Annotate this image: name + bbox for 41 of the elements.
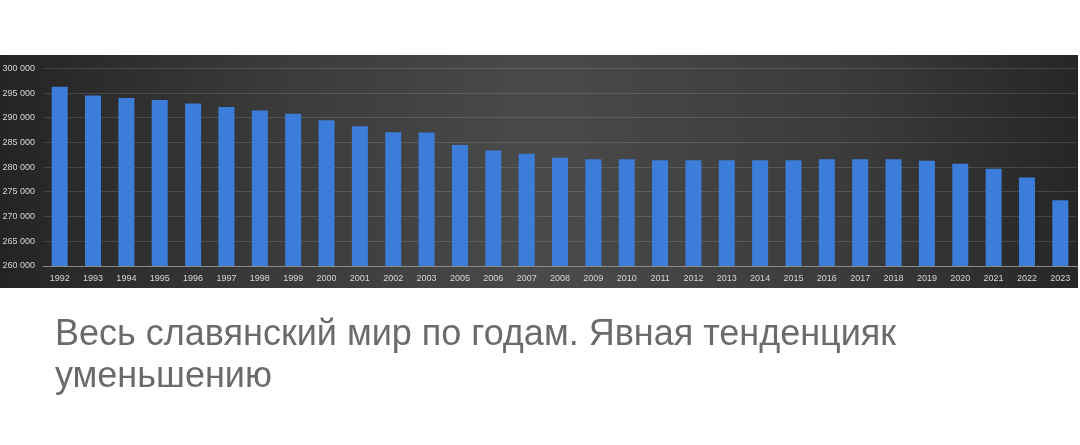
x-tick-label: 2020 <box>950 272 971 283</box>
x-tick-label: 2012 <box>683 272 704 283</box>
y-tick-label: 275 000 <box>2 186 35 197</box>
x-tick-label: 2009 <box>583 272 604 283</box>
x-tick-label: 2016 <box>816 272 837 283</box>
x-tick-label: 1992 <box>49 272 70 283</box>
y-tick-label: 285 000 <box>2 136 35 147</box>
x-tick-label: 2017 <box>850 272 871 283</box>
x-tick-label: 2019 <box>916 272 937 283</box>
x-tick-label: 2013 <box>716 272 737 283</box>
y-tick-label: 265 000 <box>2 235 35 246</box>
x-tick-label: 1995 <box>149 272 170 283</box>
y-tick-label: 280 000 <box>2 161 35 172</box>
y-tick-label: 300 000 <box>2 62 35 73</box>
x-tick-label: 2006 <box>483 272 504 283</box>
x-tick-label: 2005 <box>449 272 470 283</box>
x-tick-label: 2008 <box>549 272 571 283</box>
x-tick-label: 2003 <box>416 272 437 283</box>
x-tick-label: 2023 <box>1050 272 1071 283</box>
y-tick-label: 290 000 <box>2 112 35 123</box>
x-tick-label: 1993 <box>83 272 104 283</box>
x-tick-label: 2001 <box>349 272 370 283</box>
x-tick-label: 1996 <box>183 272 204 283</box>
x-tick-label: 2011 <box>650 272 670 283</box>
y-tick-label: 295 000 <box>2 87 35 98</box>
x-tick-label: 1994 <box>116 272 137 283</box>
x-tick-label: 2014 <box>750 272 771 283</box>
y-tick-label: 260 000 <box>2 260 35 271</box>
x-tick-label: 2000 <box>316 272 337 283</box>
y-tick-label: 270 000 <box>2 211 35 222</box>
x-tick-label: 2015 <box>783 272 804 283</box>
x-tick-label: 2018 <box>883 272 904 283</box>
x-tick-label: 2021 <box>983 272 1004 283</box>
x-tick-label: 1999 <box>283 272 304 283</box>
text: Весь славянский мир по годам. Явная тенденцияк уменьшению <box>55 312 898 396</box>
x-tick-label: 2007 <box>516 272 537 283</box>
x-tick-label: 2022 <box>1016 272 1037 283</box>
x-tick-label: 2010 <box>616 272 637 283</box>
x-tick-label: 1998 <box>249 272 270 283</box>
x-tick-label: 1997 <box>216 272 237 283</box>
x-tick-label: 2002 <box>383 272 404 283</box>
